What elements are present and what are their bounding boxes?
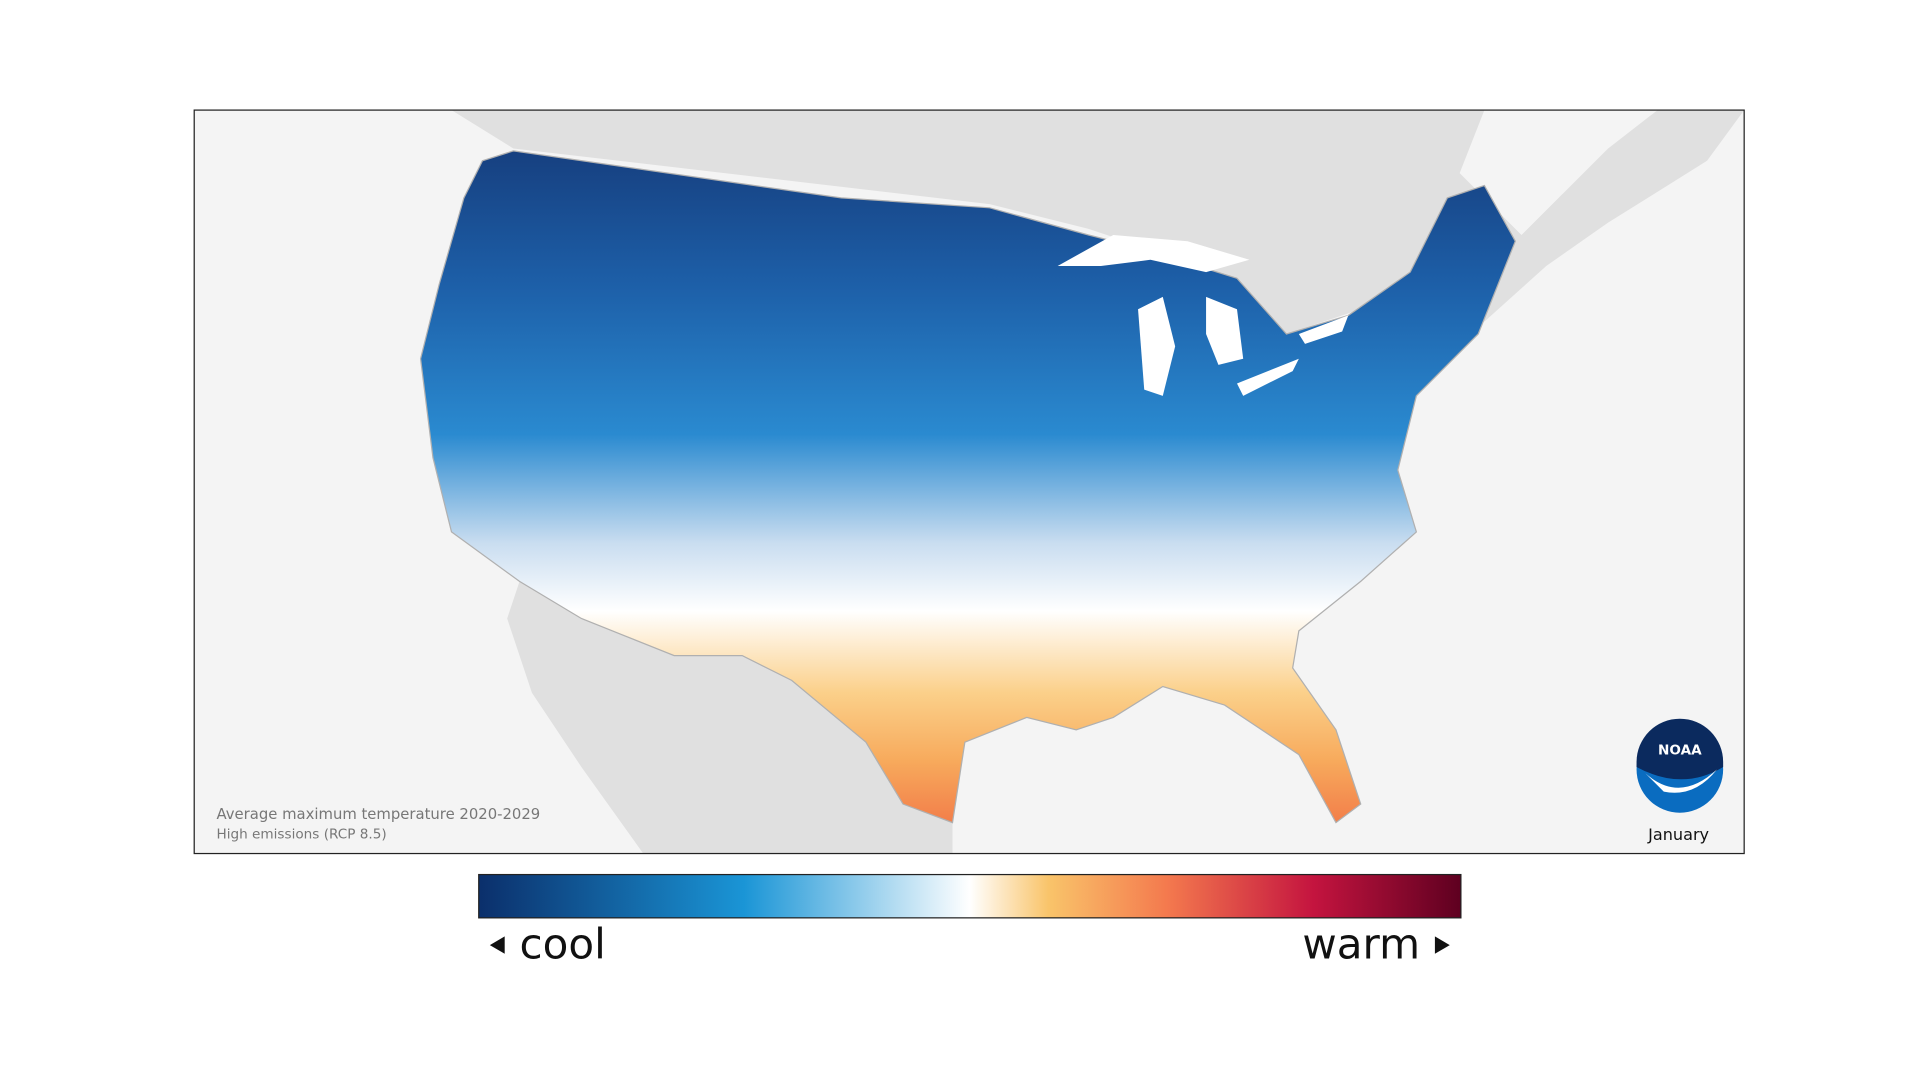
cool-arrow — [489, 936, 505, 954]
mexico — [507, 581, 953, 854]
lake-superior — [1057, 235, 1250, 273]
legend-low: cool — [520, 920, 606, 969]
caption-subtitle: High emissions (RCP 8.5) — [216, 827, 386, 843]
map-border — [193, 109, 1745, 855]
conus-temperature — [419, 150, 1517, 824]
lake-michigan — [1138, 296, 1176, 396]
logo-bird — [1645, 769, 1717, 793]
logo-top — [1636, 718, 1724, 780]
lake-erie — [1237, 358, 1299, 396]
warm-arrow — [1434, 936, 1450, 954]
month-label: January — [1647, 825, 1709, 844]
colorbar — [478, 873, 1462, 919]
caption-title: Average maximum temperature 2020-2029 — [216, 806, 540, 823]
map-group: Average maximum temperature 2020-2029 Hi… — [193, 109, 1745, 969]
legend-high: warm — [1302, 920, 1420, 969]
lake-huron — [1206, 296, 1244, 365]
noaa-logo: NOAA — [1636, 718, 1724, 813]
logo-text: NOAA — [1658, 743, 1702, 759]
lake-ontario — [1298, 315, 1349, 344]
